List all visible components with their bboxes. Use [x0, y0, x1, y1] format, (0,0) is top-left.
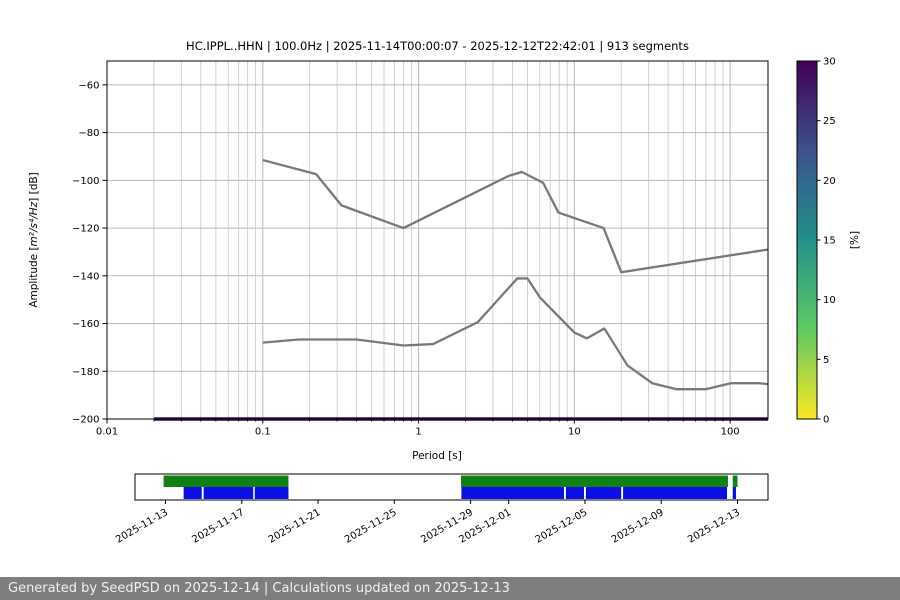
colorbar-tick-label: 25: [823, 116, 836, 127]
y-tick-label: −180: [72, 367, 99, 378]
timeline-date-label: 2025-11-13: [114, 507, 170, 546]
ppsd-chart: 0.01 0.1 1 10 100−60−80−100−120−140−160−180−…: [28, 57, 861, 546]
colorbar-tick-label: 30: [823, 57, 836, 68]
y-axis-label-suffix: ] [dB]: [28, 172, 40, 202]
timeline-date-label: 2025-12-09: [610, 507, 666, 546]
y-tick-label: −120: [72, 224, 99, 235]
y-axis-label-prefix: Amplitude [: [28, 246, 40, 307]
timeline-availability-segment: [461, 475, 728, 487]
timeline-coverage-segment: [254, 487, 289, 499]
y-tick-label: −80: [78, 128, 99, 139]
colorbar-tick-label: 20: [823, 176, 836, 187]
timeline-availability-segment: [163, 475, 289, 487]
high-noise-model-curve: [262, 158, 769, 274]
plot-border: [106, 60, 769, 420]
timeline-coverage-segment: [461, 487, 564, 499]
timeline-date-label: 2025-12-13: [686, 507, 742, 546]
x-tick-label: 0.01: [96, 427, 118, 438]
x-axis-label: Period [s]: [412, 450, 462, 462]
y-axis-label: Amplitude [m²/s⁴/Hz] [dB]: [28, 172, 40, 307]
plot-title: HC.IPPL..HHN | 100.0Hz | 2025-11-14T00:0…: [186, 39, 689, 53]
colorbar: 0 5 10 15 20 25 30: [796, 57, 836, 426]
footer-text: Generated by SeedPSD on 2025-12-14 | Cal…: [8, 581, 510, 596]
y-tick-label: −100: [72, 176, 99, 187]
y-axis-label-units: m²/s⁴/Hz: [28, 201, 40, 246]
colorbar-tick-label: 15: [823, 236, 836, 247]
colorbar-tick-label: 5: [823, 355, 829, 366]
grid-layer: [107, 61, 768, 420]
timeline-coverage-segment: [203, 487, 254, 499]
series-layer: [153, 158, 769, 421]
x-tick-label: 10: [568, 427, 581, 438]
timeline-coverage-segment: [565, 487, 585, 499]
colorbar-tick-label: 10: [823, 295, 836, 306]
x-tick-label: 0.1: [255, 427, 271, 438]
timeline-coverage-segment: [183, 487, 202, 499]
y-tick-label: −60: [78, 80, 99, 91]
colorbar-gradient: [796, 60, 818, 420]
timeline-date-label: 2025-11-25: [343, 507, 399, 546]
colorbar-tick-label: 0: [823, 415, 829, 426]
low-noise-model-curve: [262, 277, 769, 391]
axes-layer: 0.01 0.1 1 10 100 −60 −80 −100 −120 −140 −160 −180 −…: [72, 60, 769, 438]
timeline-date-label: 2025-11-17: [190, 507, 246, 546]
timeline-coverage-segment: [585, 487, 622, 499]
x-tick-label: 100: [721, 427, 740, 438]
y-tick-label: −140: [72, 271, 99, 282]
timeline-date-label: 2025-11-21: [267, 507, 323, 546]
y-tick-label: −200: [72, 415, 99, 426]
y-tick-label: −160: [72, 319, 99, 330]
timeline-date-label: 2025-12-05: [534, 507, 590, 546]
timeline-coverage-segment: [623, 487, 728, 499]
timeline-availability-segment: [732, 475, 738, 487]
footer-bar: Generated by SeedPSD on 2025-12-14 | Cal…: [0, 577, 900, 600]
timeline-coverage-segment: [732, 487, 736, 499]
colorbar-label: [%]: [849, 231, 861, 249]
generated-plot-layers: 0.01 0.1 1 10 100−60−80−100−120−140−160−180−…: [72, 57, 836, 546]
x-tick-label: 1: [415, 427, 421, 438]
timeline: 2025-11-13 2025-11-17 2025-11-21 2025-11-25…: [114, 473, 769, 546]
timeline-border: [134, 473, 769, 501]
